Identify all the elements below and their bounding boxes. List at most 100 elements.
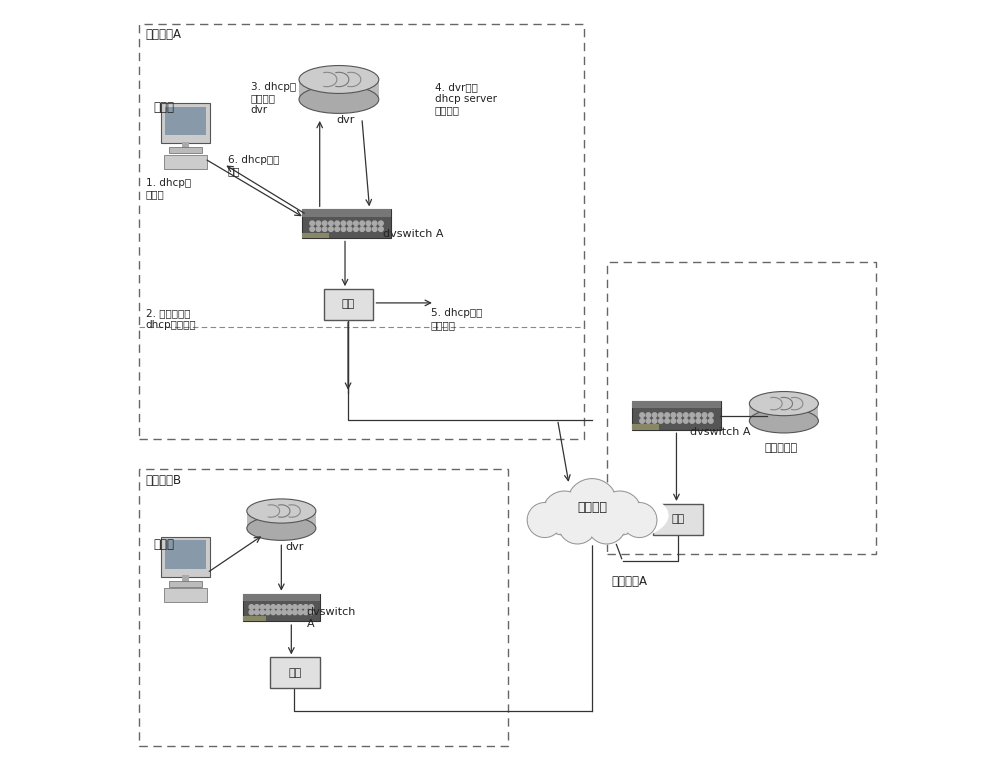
Text: 边界路由器: 边界路由器	[765, 443, 798, 453]
Circle shape	[366, 221, 371, 226]
Circle shape	[372, 221, 377, 226]
Circle shape	[599, 492, 641, 534]
Bar	[299, 79, 379, 99]
Circle shape	[646, 419, 651, 424]
Text: 物理网络: 物理网络	[577, 511, 607, 524]
Circle shape	[690, 413, 694, 417]
Bar	[302, 209, 391, 239]
Circle shape	[335, 221, 339, 226]
Circle shape	[310, 221, 314, 226]
Bar	[243, 594, 320, 601]
Ellipse shape	[749, 391, 818, 416]
Circle shape	[677, 419, 682, 424]
Bar	[243, 594, 320, 621]
Text: dvr: dvr	[337, 115, 355, 125]
Text: 虚拟机: 虚拟机	[153, 538, 174, 551]
Bar	[243, 615, 266, 621]
Circle shape	[709, 413, 713, 417]
Circle shape	[271, 604, 275, 609]
Bar	[161, 103, 210, 143]
Text: 2. 隧道口拦截
dhcp请求流量: 2. 隧道口拦截 dhcp请求流量	[146, 308, 196, 330]
Text: 物理网络: 物理网络	[577, 501, 607, 514]
Bar	[161, 537, 210, 577]
Circle shape	[567, 479, 617, 529]
Circle shape	[640, 419, 644, 424]
Circle shape	[322, 221, 327, 226]
Bar	[302, 209, 391, 216]
Circle shape	[341, 227, 346, 232]
Circle shape	[702, 413, 707, 417]
Text: 5. dhcp回复
流量拦截: 5. dhcp回复 流量拦截	[431, 308, 482, 330]
Bar	[607, 263, 876, 554]
Circle shape	[659, 413, 663, 417]
Text: 计算节点B: 计算节点B	[146, 474, 182, 487]
Circle shape	[684, 413, 688, 417]
Circle shape	[696, 419, 701, 424]
FancyBboxPatch shape	[653, 504, 703, 534]
Text: dvr: dvr	[285, 542, 304, 552]
Circle shape	[287, 604, 292, 609]
Ellipse shape	[299, 65, 379, 93]
FancyBboxPatch shape	[324, 289, 373, 320]
Circle shape	[360, 227, 364, 232]
Circle shape	[354, 221, 358, 226]
Bar	[164, 155, 207, 169]
Text: 4. dvr代替
dhcp server
进行回复: 4. dvr代替 dhcp server 进行回复	[435, 82, 497, 116]
Circle shape	[329, 227, 333, 232]
Circle shape	[379, 227, 383, 232]
Bar	[169, 147, 202, 153]
Circle shape	[282, 610, 286, 614]
Circle shape	[665, 419, 669, 424]
Bar	[302, 233, 329, 239]
Circle shape	[303, 610, 308, 614]
Circle shape	[587, 505, 626, 544]
Circle shape	[298, 604, 303, 609]
Ellipse shape	[749, 409, 818, 433]
Circle shape	[677, 413, 682, 417]
Circle shape	[360, 221, 364, 226]
Circle shape	[528, 504, 561, 537]
Bar	[749, 403, 818, 421]
Bar	[182, 575, 189, 584]
Circle shape	[354, 227, 358, 232]
Circle shape	[623, 504, 656, 537]
Circle shape	[527, 503, 562, 537]
Text: dvswitch A: dvswitch A	[690, 427, 751, 437]
Circle shape	[659, 419, 663, 424]
Circle shape	[671, 419, 676, 424]
Circle shape	[665, 413, 669, 417]
Ellipse shape	[516, 486, 669, 545]
FancyBboxPatch shape	[270, 658, 320, 688]
Circle shape	[335, 227, 339, 232]
Text: 3. dhcp报
文转发给
dvr: 3. dhcp报 文转发给 dvr	[251, 82, 296, 116]
Bar	[165, 107, 206, 136]
Circle shape	[366, 227, 371, 232]
Bar	[632, 424, 659, 430]
Bar	[632, 401, 721, 430]
Circle shape	[622, 503, 657, 537]
Bar	[164, 588, 207, 602]
Text: 计算节点A: 计算节点A	[146, 28, 182, 42]
Circle shape	[588, 506, 625, 543]
Circle shape	[249, 610, 254, 614]
Bar	[169, 581, 202, 587]
Circle shape	[276, 604, 281, 609]
Text: 网络节点A: 网络节点A	[611, 574, 647, 588]
Circle shape	[684, 419, 688, 424]
Bar	[139, 470, 508, 745]
Circle shape	[652, 413, 657, 417]
Circle shape	[652, 419, 657, 424]
Circle shape	[671, 413, 676, 417]
Circle shape	[316, 227, 321, 232]
Circle shape	[709, 419, 713, 424]
Circle shape	[249, 604, 254, 609]
Text: 隧道: 隧道	[288, 668, 301, 678]
Circle shape	[542, 491, 586, 535]
Text: 隧道: 隧道	[342, 300, 355, 310]
Circle shape	[568, 480, 616, 528]
Circle shape	[543, 492, 585, 534]
Text: 虚拟机: 虚拟机	[153, 101, 174, 114]
Circle shape	[690, 419, 694, 424]
Ellipse shape	[247, 516, 316, 541]
Circle shape	[309, 604, 314, 609]
